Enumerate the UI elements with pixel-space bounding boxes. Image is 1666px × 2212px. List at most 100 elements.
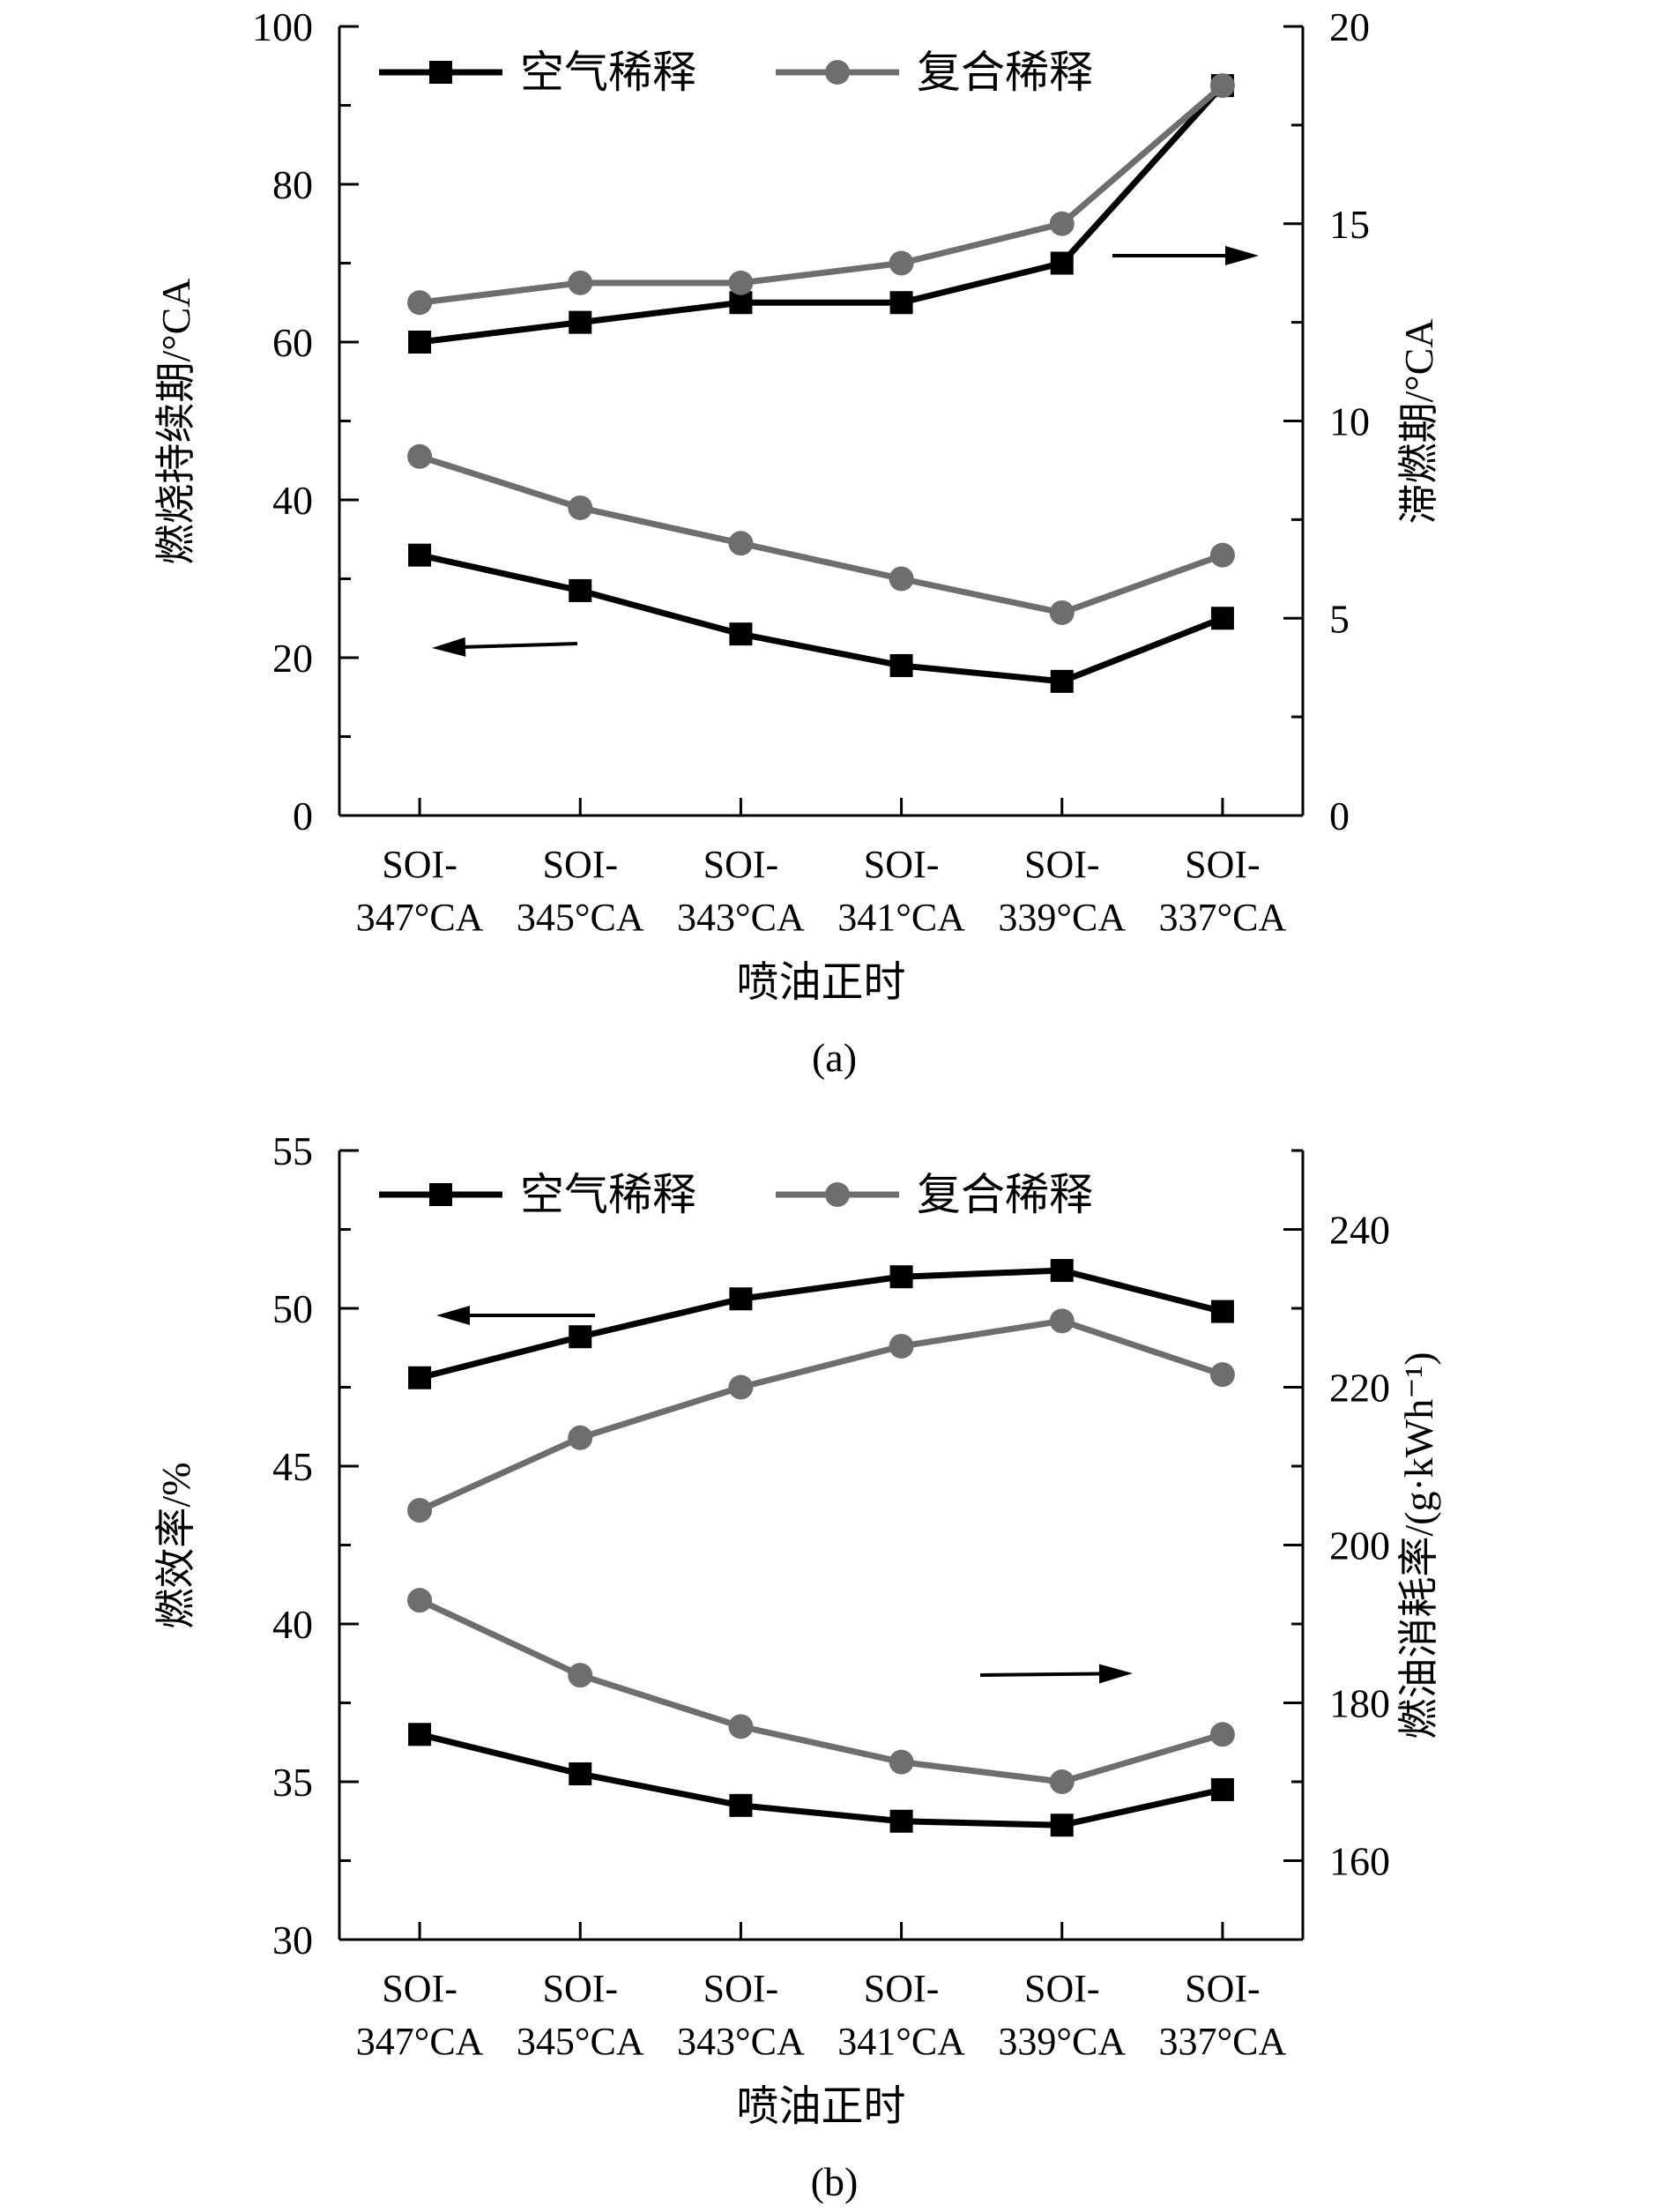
x-tick-label: SOI-345°CA (517, 843, 644, 939)
x-tick-label: SOI-347°CA (356, 1967, 484, 2063)
left-tick-label: 45 (272, 1444, 313, 1489)
left-tick-label: 55 (272, 1128, 313, 1173)
data-point-circle (407, 290, 433, 316)
data-point-square (1050, 669, 1074, 693)
right-tick-label: 5 (1329, 596, 1350, 641)
data-point-circle (568, 1663, 593, 1688)
left-tick-label: 80 (272, 162, 313, 207)
data-point-square (889, 653, 913, 677)
data-point-square (889, 291, 913, 315)
left-tick-label: 30 (272, 1918, 313, 1962)
panel-b: 30 35 40 45 50 55 160 180 200 220 240 SOI-347°CA SOI… (153, 1128, 1441, 2204)
legend-marker-square (429, 61, 452, 84)
data-point-circle (889, 566, 914, 592)
series-line-air-right (419, 83, 1225, 346)
data-point-circle (1209, 542, 1235, 568)
right-tick-label: 160 (1329, 1839, 1390, 1884)
data-point-square (569, 310, 592, 334)
data-point-square (569, 1762, 592, 1786)
data-point-square (1050, 1814, 1074, 1837)
x-axis-title: 喷油正时 (736, 2083, 905, 2130)
left-tick-label: 20 (272, 636, 313, 681)
arrow-head (1098, 1664, 1133, 1684)
series-line-composite-right (419, 83, 1225, 306)
left-axis-title: 燃效率/% (153, 1462, 198, 1628)
data-point-square (729, 1287, 753, 1311)
legend-label: 空气稀释 (520, 48, 696, 97)
series-line-air-left (419, 552, 1224, 685)
data-point-circle (568, 270, 593, 295)
legend-label: 复合稀释 (917, 1170, 1093, 1219)
left-axis-title: 燃烧持续期/°CA (153, 278, 198, 564)
data-point-square (1210, 607, 1234, 630)
left-tick-label: 60 (272, 320, 313, 365)
right-tick-label: 180 (1329, 1681, 1390, 1726)
data-point-square (408, 1366, 432, 1389)
data-point-circle (889, 1749, 914, 1775)
series-line-composite-left (419, 453, 1224, 616)
left-tick-label: 40 (272, 478, 313, 523)
data-point-square (1050, 251, 1074, 275)
data-point-circle (1209, 73, 1235, 99)
data-point-circle (728, 1714, 754, 1739)
legend: 空气稀释 复合稀释 (379, 1170, 1093, 1219)
x-tick-label: SOI-339°CA (998, 843, 1126, 939)
panel-label: (a) (812, 1035, 857, 1080)
legend-label: 复合稀释 (917, 48, 1093, 97)
right-axis-title: 滞燃期/°CA (1396, 318, 1441, 524)
right-tick-label: 240 (1329, 1208, 1390, 1253)
data-point-square (889, 1265, 913, 1289)
data-point-square (408, 1723, 432, 1747)
right-tick-label: 200 (1329, 1523, 1390, 1568)
data-point-circle (728, 531, 754, 556)
legend: 空气稀释 复合稀释 (379, 48, 1093, 97)
data-point-circle (1049, 1308, 1075, 1334)
legend-label: 空气稀释 (520, 1170, 696, 1219)
arrow-head (436, 1306, 470, 1325)
data-point-circle (568, 1425, 593, 1450)
legend-marker-circle (825, 60, 850, 85)
data-point-square (408, 331, 432, 354)
series-line-composite-left (418, 1317, 1224, 1514)
data-point-square (1050, 1259, 1074, 1283)
panel-label: (b) (811, 2159, 859, 2204)
data-point-circle (407, 1588, 433, 1613)
data-point-circle (1209, 1362, 1235, 1388)
data-point-circle (1209, 1722, 1235, 1747)
data-point-circle (407, 1498, 433, 1523)
data-point-square (569, 1325, 592, 1349)
left-axis-arrow (465, 642, 578, 649)
data-point-square (889, 1809, 913, 1833)
left-tick-label: 35 (272, 1760, 313, 1805)
x-tick-label: SOI-341°CA (837, 843, 965, 939)
legend-marker-square (429, 1183, 452, 1206)
data-point-circle (1049, 211, 1075, 236)
x-tick-label: SOI-337°CA (1159, 843, 1287, 939)
data-point-square (1210, 1777, 1234, 1801)
right-tick-label: 0 (1329, 793, 1350, 838)
left-tick-label: 100 (252, 4, 313, 49)
x-tick-label: SOI-343°CA (677, 1967, 805, 2063)
data-point-square (408, 543, 432, 567)
x-tick-label: SOI-347°CA (356, 843, 484, 939)
right-axis-title: 燃油消耗率/(g·kWh⁻¹) (1396, 1352, 1441, 1739)
x-tick-label: SOI-337°CA (1159, 1967, 1287, 2063)
right-tick-label: 220 (1329, 1366, 1390, 1411)
legend-marker-circle (825, 1182, 850, 1207)
left-tick-label: 0 (293, 793, 313, 838)
data-point-square (729, 622, 753, 646)
arrow-head (1225, 246, 1259, 265)
panel-a: 0 20 40 60 80 100 0 5 10 15 20 SOI-347°CA SOI-345°CA… (153, 4, 1441, 1080)
right-tick-label: 20 (1329, 4, 1370, 49)
data-point-circle (728, 1374, 754, 1400)
x-tick-label: SOI-343°CA (677, 843, 805, 939)
x-tick-label: SOI-345°CA (517, 1967, 644, 2063)
x-tick-label: SOI-341°CA (837, 1967, 965, 2063)
series-line-air-right (419, 1731, 1223, 1828)
right-tick-label: 15 (1329, 202, 1370, 247)
series-line-air-left (419, 1267, 1223, 1382)
data-point-circle (1049, 600, 1075, 625)
data-point-circle (568, 495, 593, 520)
right-axis-arrow (979, 1672, 1100, 1677)
